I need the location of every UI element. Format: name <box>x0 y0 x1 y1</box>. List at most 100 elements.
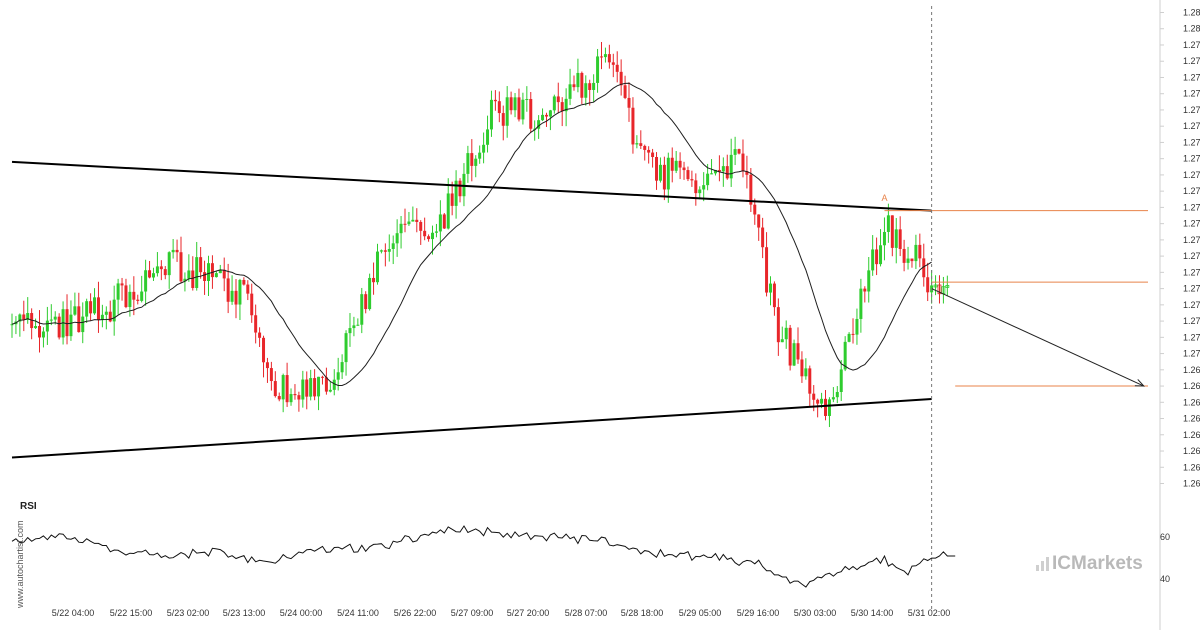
candle-down <box>246 284 250 294</box>
candle-up <box>839 369 843 392</box>
y-tick-label: 1.2772 <box>1183 121 1200 131</box>
candle-up <box>207 263 210 281</box>
candle-down <box>607 54 611 63</box>
candle-down <box>450 193 454 206</box>
candle-up <box>603 54 607 58</box>
candle-up <box>454 180 458 206</box>
y-tick-label: 1.2722 <box>1183 284 1200 294</box>
candle-up <box>144 270 148 292</box>
candle-up <box>375 251 379 283</box>
candle-up <box>438 214 442 232</box>
candle-down <box>415 219 419 222</box>
candle-down <box>285 375 289 403</box>
candle-down <box>419 221 423 231</box>
x-tick-label: 5/22 15:00 <box>110 608 153 618</box>
y-tick-label: 1.2757 <box>1183 170 1200 180</box>
brand-icon-bar <box>1036 565 1039 571</box>
candle-up <box>53 316 57 320</box>
brand-logo: ICMarkets <box>1052 553 1143 574</box>
candle-up <box>674 160 678 171</box>
candle-up <box>434 231 438 233</box>
candle-up <box>552 96 556 111</box>
x-tick-label: 5/22 04:00 <box>52 608 95 618</box>
candle-down <box>816 399 820 404</box>
candle-up <box>835 391 839 398</box>
y-tick-label: 1.2762 <box>1183 154 1200 164</box>
candle-down <box>600 56 603 58</box>
candle-down <box>741 153 745 172</box>
candle-down <box>458 180 462 197</box>
candle-down <box>108 311 112 322</box>
lower-trendline <box>11 398 932 459</box>
candle-down <box>694 180 698 194</box>
candle-up <box>49 319 53 321</box>
candle-down <box>662 164 666 190</box>
candle-up <box>360 294 364 325</box>
candle-down <box>631 107 635 145</box>
candle-up <box>698 189 702 194</box>
candle-down <box>383 250 387 252</box>
candle-up <box>780 339 784 343</box>
candle-up <box>431 232 435 240</box>
projected-candle <box>933 284 938 288</box>
x-tick-label: 5/27 09:00 <box>451 608 494 618</box>
candle-up <box>332 379 336 390</box>
candle-up <box>195 257 199 288</box>
candle-up <box>886 215 890 232</box>
candle-down <box>647 149 651 153</box>
candle-down <box>250 293 254 316</box>
candle-up <box>352 325 356 329</box>
candle-down <box>619 71 623 86</box>
brand-icon-bar <box>1046 557 1049 571</box>
x-tick-label: 5/23 02:00 <box>167 608 210 618</box>
candle-down <box>277 396 281 400</box>
candle-down <box>686 170 690 180</box>
candle-down <box>655 157 659 181</box>
candle-down <box>529 99 533 129</box>
candle-up <box>729 154 733 179</box>
candle-up <box>41 331 45 338</box>
candle-down <box>364 294 368 310</box>
candle-down <box>210 263 214 278</box>
candle-down <box>493 99 497 102</box>
candle-down <box>22 314 26 320</box>
candle-down <box>796 343 800 360</box>
y-tick-label: 1.2687 <box>1183 397 1200 407</box>
candle-up <box>658 164 662 181</box>
candle-up <box>411 219 415 222</box>
candle-down <box>615 64 619 72</box>
y-tick-label: 1.2677 <box>1183 430 1200 440</box>
candle-down <box>611 62 615 65</box>
x-tick-label: 5/30 14:00 <box>851 608 894 618</box>
candle-up <box>666 157 670 190</box>
candle-up <box>568 84 572 99</box>
candle-up <box>336 372 340 380</box>
candle-up <box>894 229 898 248</box>
x-tick-label: 5/30 03:00 <box>794 608 837 618</box>
candle-down <box>163 269 167 276</box>
y-tick-label: 1.2692 <box>1183 381 1200 391</box>
candle-up <box>348 328 352 334</box>
candle-up <box>171 249 175 253</box>
candle-down <box>898 229 902 249</box>
x-tick-label: 5/24 11:00 <box>337 608 379 618</box>
candle-up <box>521 99 525 120</box>
candle-up <box>281 375 285 400</box>
y-tick-label: 1.2797 <box>1183 40 1200 50</box>
candle-down <box>254 315 258 333</box>
candle-up <box>706 173 710 186</box>
rsi-line <box>11 525 956 588</box>
candle-down <box>725 166 729 179</box>
candle-down <box>639 143 643 146</box>
candle-up <box>906 258 910 263</box>
candle-down <box>203 272 207 281</box>
candle-up <box>395 233 399 244</box>
candle-down <box>222 269 226 279</box>
candle-up <box>116 283 120 300</box>
candle-down <box>77 306 81 333</box>
candle-down <box>258 332 262 338</box>
y-tick-label: 1.2727 <box>1183 267 1200 277</box>
candle-up <box>486 129 490 145</box>
y-tick-label: 1.2777 <box>1183 105 1200 115</box>
candle-down <box>556 96 560 103</box>
